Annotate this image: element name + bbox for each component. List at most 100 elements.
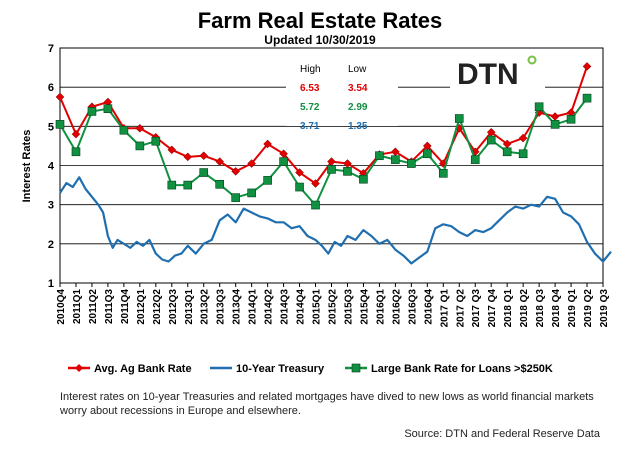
x-tick-label: 2010Q4 — [56, 289, 67, 325]
data-point — [311, 200, 320, 210]
series-line-0 — [59, 66, 588, 185]
x-tick-label: 2016Q1 — [375, 289, 386, 325]
series-line-1 — [59, 176, 612, 265]
data-point — [375, 151, 384, 161]
data-point — [518, 133, 528, 143]
data-point — [199, 168, 209, 177]
data-point — [231, 193, 240, 202]
data-point — [263, 176, 272, 185]
x-tick-label: 2012Q1 — [136, 289, 147, 325]
x-tick-label: 2017 Q2 — [455, 289, 466, 328]
data-point — [470, 155, 480, 164]
x-tick-label: 2013Q3 — [216, 289, 227, 325]
x-tick-label: 2011Q2 — [88, 289, 99, 324]
x-tick-label: 2018 Q2 — [519, 289, 530, 328]
stats-high-value: 5.72 — [300, 102, 320, 113]
data-point — [183, 180, 193, 190]
y-tick-label: 3 — [48, 200, 54, 212]
legend-marker — [75, 364, 83, 372]
x-tick-label: 2018 Q3 — [535, 289, 546, 328]
dtn-logo: DTN — [457, 58, 519, 91]
stats-header: High — [300, 64, 321, 75]
data-point — [247, 159, 257, 168]
stats-box — [286, 58, 398, 126]
legend-marker — [351, 363, 361, 373]
y-tick-label: 5 — [48, 121, 54, 133]
x-tick-label: 2018 Q1 — [503, 289, 514, 328]
data-point — [295, 182, 304, 192]
x-tick-label: 2014Q3 — [280, 289, 291, 325]
data-point — [87, 107, 97, 116]
data-point — [407, 159, 416, 168]
chart-title: Farm Real Estate Rates — [197, 8, 443, 33]
x-tick-label: 2013Q2 — [200, 289, 211, 325]
x-tick-label: 2016Q2 — [391, 289, 402, 325]
data-point — [119, 125, 129, 135]
x-tick-label: 2016Q3 — [407, 289, 418, 325]
data-point — [231, 167, 241, 176]
data-point — [167, 145, 177, 155]
x-tick-label: 2017 Q1 — [439, 289, 450, 328]
stats-header: Low — [348, 64, 367, 75]
line-chart: 1 2 3 4 5 6 7 Interest Rates 2010Q4 2011Q1 2011Q2 2… — [21, 43, 612, 375]
data-point — [215, 157, 225, 166]
x-tick-label: 2015Q2 — [328, 289, 339, 325]
x-tick-label: 2018 Q4 — [551, 289, 562, 328]
y-tick-label: 2 — [48, 239, 54, 251]
x-tick-label: 2014Q1 — [248, 289, 259, 325]
stats-high-value: 3.71 — [300, 121, 320, 132]
data-point — [486, 135, 496, 145]
data-point — [279, 157, 288, 166]
legend-label: Avg. Ag Bank Rate — [94, 363, 192, 375]
data-point — [135, 123, 145, 133]
x-tick-label: 2013Q4 — [232, 289, 243, 325]
data-point — [151, 136, 161, 146]
legend-label: Large Bank Rate for Loans >$250K — [371, 363, 553, 375]
data-point — [502, 147, 512, 157]
series-line-2 — [59, 97, 588, 207]
x-tick-label: 2016Q4 — [423, 289, 434, 325]
x-tick-label: 2013Q1 — [184, 289, 195, 325]
data-point — [247, 188, 256, 198]
data-point — [327, 165, 336, 174]
x-tick-label: 2019 Q1 — [567, 289, 578, 328]
data-point — [582, 62, 592, 71]
data-point — [55, 120, 65, 129]
x-tick-label: 2019 Q2 — [583, 289, 594, 328]
data-point — [438, 169, 448, 178]
data-point — [215, 180, 225, 189]
data-point — [103, 104, 113, 114]
x-tick-label: 2014Q2 — [264, 289, 275, 325]
x-tick-label: 2015Q3 — [343, 289, 354, 325]
data-point — [55, 92, 65, 102]
x-tick-label: 2019 Q3 — [599, 289, 610, 328]
y-tick-label: 4 — [48, 161, 55, 173]
data-point — [183, 152, 193, 162]
data-point — [391, 155, 400, 164]
stats-low-value: 2.99 — [348, 102, 368, 113]
stats-low-value: 3.54 — [348, 83, 368, 94]
x-tick-label: 2014Q4 — [296, 289, 307, 325]
data-point — [343, 167, 352, 176]
data-point — [263, 139, 272, 149]
data-point — [518, 149, 528, 159]
logo-dot-icon — [527, 55, 537, 65]
x-tick-label: 2015Q4 — [359, 289, 370, 325]
x-tick-label: 2011Q3 — [104, 289, 115, 324]
x-tick-label: 2011Q1 — [72, 289, 83, 324]
data-point — [454, 114, 464, 123]
y-tick-label: 1 — [48, 278, 54, 290]
data-point — [582, 93, 592, 103]
data-point — [359, 174, 368, 184]
data-point — [167, 180, 177, 190]
stats-low-value: 1.35 — [348, 121, 368, 132]
chart-caption: Interest rates on 10-year Treasuries and… — [60, 391, 594, 417]
x-tick-label: 2012Q3 — [168, 289, 179, 325]
x-tick-label: 2012Q2 — [152, 289, 163, 325]
data-point — [423, 149, 432, 159]
legend-label: 10-Year Treasury — [236, 363, 325, 375]
data-point — [566, 114, 576, 124]
y-axis-label: Interest Rates — [21, 130, 33, 203]
x-tick-label: 2017 Q4 — [487, 289, 498, 328]
x-tick-label: 2017 Q3 — [471, 289, 482, 328]
